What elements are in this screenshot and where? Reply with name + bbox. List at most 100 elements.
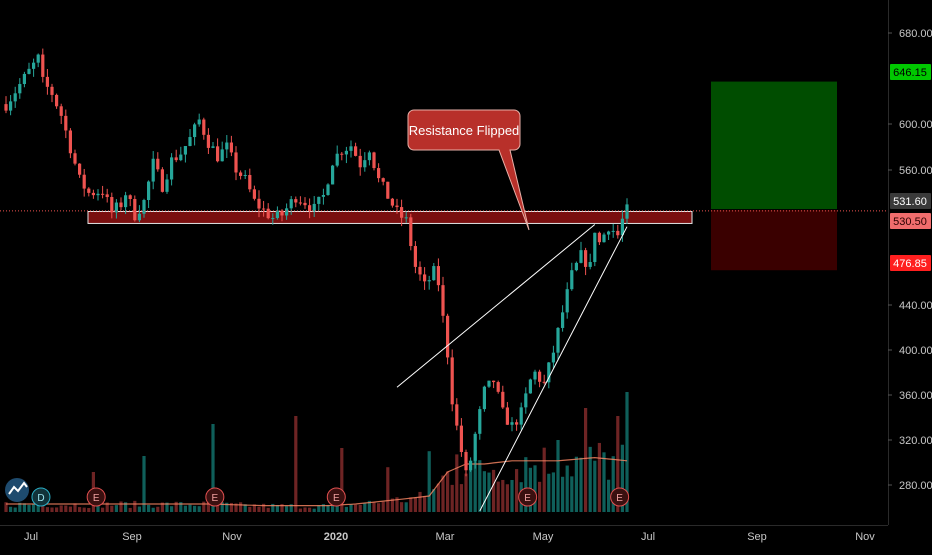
volume-bar [41,504,45,512]
volume-bar [82,507,86,512]
volume-bar [119,501,123,512]
logo-mark [8,481,28,495]
y-tick-label: 280.00 [899,480,932,492]
event-marker-circle [610,487,630,507]
candle-body [266,208,270,219]
event-marker-e[interactable]: E [205,487,225,507]
candle-body [229,142,233,153]
candle-body [574,262,578,271]
volume-bar [45,507,49,512]
trend-channel-upper[interactable] [396,224,596,388]
candle-body [326,184,330,196]
candle-body [128,195,132,199]
volume-bar [165,502,169,512]
volume-bar [142,456,146,512]
volume-bar [584,408,588,512]
volume-bar [248,506,252,512]
candle-body [386,181,390,199]
volume-bar [331,503,335,512]
event-marker-e[interactable]: E [610,487,630,507]
volume-bar [101,507,105,512]
volume-bar [170,506,174,512]
candle-body [183,146,187,155]
volume-bar [257,506,261,512]
volume-bar [308,507,312,512]
candle-body [607,231,611,235]
candle-body [390,198,394,206]
candle-body [533,371,537,380]
candle-body [9,101,13,111]
x-tick-label: Nov [222,531,242,543]
volume-bar [271,503,275,512]
volume-bar [335,503,339,512]
volume-bar [147,504,151,512]
callout-text: Resistance Flipped [409,123,520,138]
candle-body [202,119,206,135]
candle-body [211,146,215,148]
candle-body [616,230,620,236]
resistance-zone[interactable] [87,211,693,224]
volume-bar [262,503,266,512]
candle-body [59,106,63,116]
volume-bar [381,501,385,512]
candle-body [298,202,302,204]
candle-body [303,202,307,206]
volume-bar [455,454,459,512]
volume-bar [515,469,519,512]
event-marker-d[interactable]: D [31,487,51,507]
candle-body [188,137,192,147]
volume-bar [597,442,601,512]
candle-body [165,179,169,192]
candle-body [114,202,118,213]
trend-channel-lower[interactable] [479,226,628,512]
candle-body [427,280,431,282]
price-label-text: 476.85 [893,258,927,270]
volume-bar [358,504,362,512]
tradingview-logo-icon[interactable] [5,478,29,502]
volume-bar [386,467,390,512]
volume-bar [110,505,114,512]
candle-body [367,152,371,161]
volume-bar [400,502,404,512]
candle-body [321,195,325,197]
event-marker-letter: E [616,493,623,504]
volume-bar [18,502,22,512]
candle-body [344,150,348,155]
volume-bar [501,479,505,512]
event-marker-e[interactable]: E [518,487,538,507]
candle-body [570,270,574,290]
volume-bars [4,392,629,512]
candle-body [18,84,22,94]
stop-loss-zone[interactable] [711,210,837,271]
volume-bar [377,503,381,512]
candle-body [119,202,123,208]
candle-body [446,315,450,358]
y-tick-label: 320.00 [899,435,932,447]
event-marker-e[interactable]: E [86,487,106,507]
event-marker-circle [31,487,51,507]
volume-bar [469,460,473,512]
candle-body [358,155,362,168]
candle-body [91,192,95,196]
candle-body [275,210,279,219]
volume-bar [275,505,279,512]
resistance-flipped-callout[interactable]: Resistance Flipped [407,109,530,231]
event-marker-circle [326,487,346,507]
candle-body [289,199,293,209]
event-marker-e[interactable]: E [326,487,346,507]
y-tick-label: 440.00 [899,300,932,312]
volume-bar [234,503,238,512]
candle-body [538,371,542,382]
volume-bar [32,504,36,512]
volume-bar [542,447,546,512]
target-zone[interactable] [711,81,837,210]
y-tick-label: 600.00 [899,119,932,131]
candle-body [225,142,229,150]
volume-bar [432,489,436,512]
candle-body [280,210,284,216]
candle-body [459,425,463,452]
volume-bar [188,504,192,512]
candle-body [294,199,298,203]
